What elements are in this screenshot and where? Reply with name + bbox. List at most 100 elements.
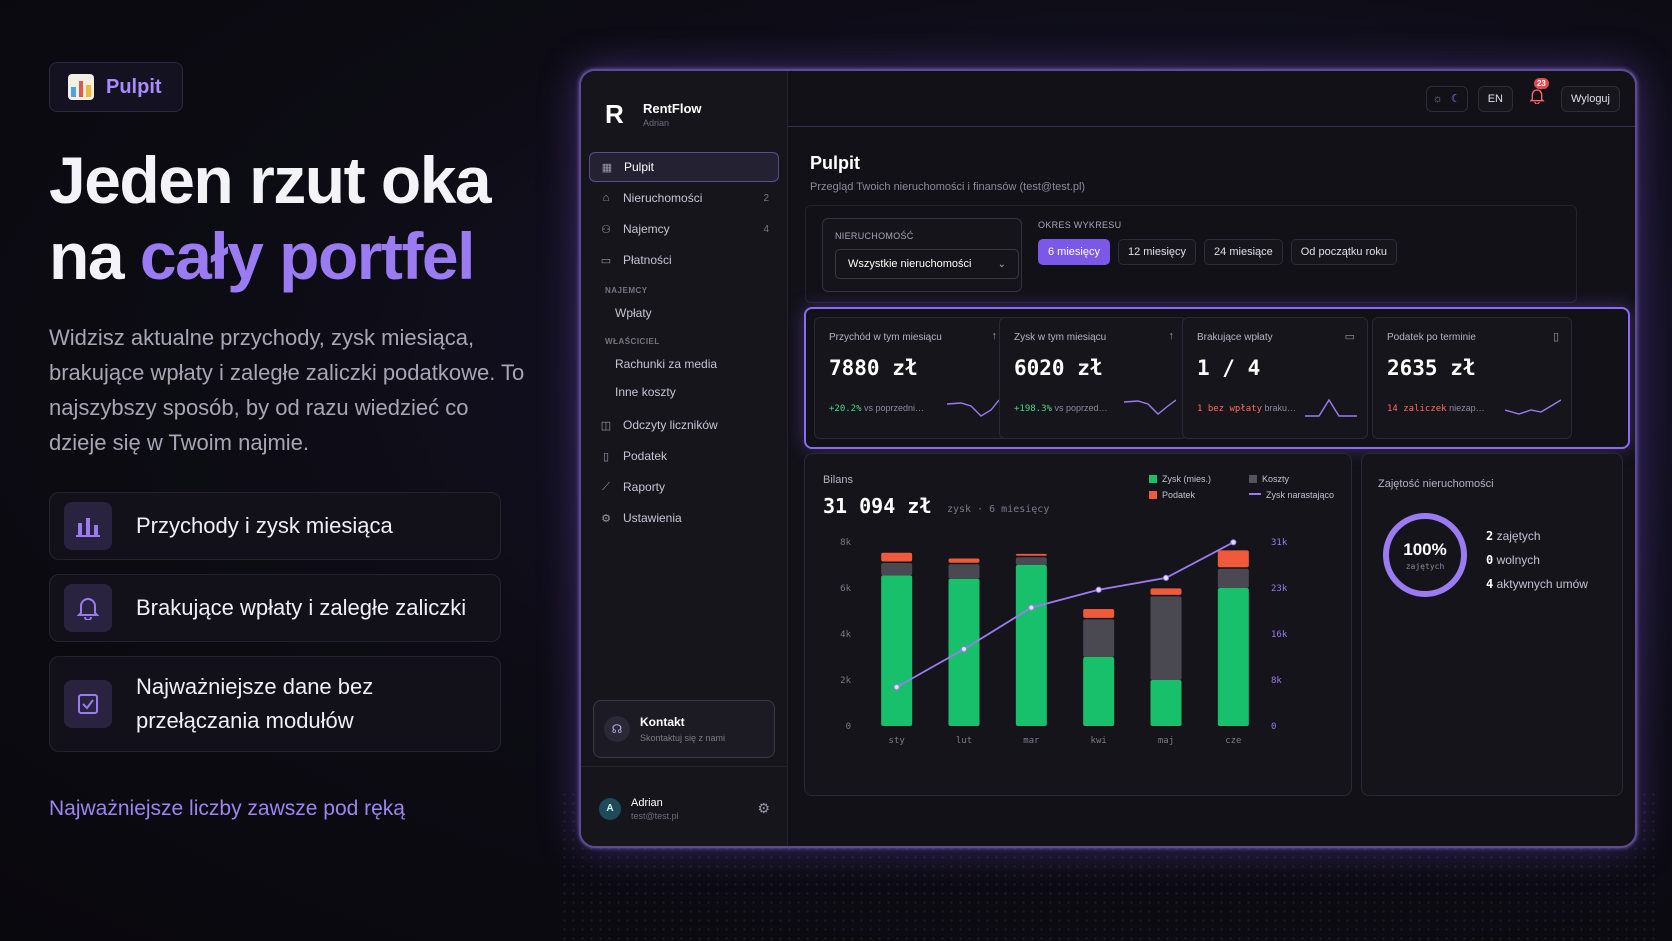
sidebar-item-rachunki[interactable]: Rachunki za media bbox=[615, 357, 718, 371]
kpi-value: 2635 zł bbox=[1387, 356, 1476, 380]
filter-panel bbox=[805, 205, 1577, 303]
kpi-foot-text: braku… bbox=[1264, 403, 1297, 413]
notification-badge: 23 bbox=[1533, 78, 1549, 89]
cumulative-point bbox=[1095, 586, 1102, 593]
cumulative-point bbox=[893, 684, 900, 691]
logout-button[interactable]: Wyloguj bbox=[1560, 85, 1620, 112]
y2-tick-label: 16k bbox=[1271, 630, 1288, 640]
gear-icon: ⚙ bbox=[601, 512, 611, 525]
brand-logo: R bbox=[605, 99, 624, 129]
period-button-ytd[interactable]: Od początku roku bbox=[1290, 239, 1397, 265]
language-button[interactable]: EN bbox=[1477, 85, 1513, 112]
cumulative-line bbox=[896, 541, 1234, 688]
x-tick-label: lut bbox=[956, 736, 972, 746]
notifications-button[interactable]: 23 bbox=[1523, 78, 1551, 109]
occupancy-stat: 2 zajętych bbox=[1486, 524, 1588, 548]
building-icon: ⌂ bbox=[602, 192, 610, 204]
y-tick-label: 8k bbox=[840, 538, 851, 548]
contact-card[interactable]: ☊ Kontakt Skontaktuj się z nami bbox=[593, 700, 775, 758]
receipt-icon: ▯ bbox=[602, 450, 610, 463]
brand-user: Adrian bbox=[643, 118, 670, 128]
feature-card: Najważniejsze dane bez przełączania modu… bbox=[49, 656, 501, 752]
gear-icon[interactable]: ⚙ bbox=[757, 800, 770, 816]
period-filter: OKRES WYKRESU 6 miesięcy 12 miesięcy 24 … bbox=[1038, 220, 1397, 265]
feature-card: Przychody i zysk miesiąca bbox=[49, 492, 501, 560]
balance-sub: zysk · 6 miesięcy bbox=[947, 504, 1050, 515]
occupancy-stat: 4 aktywnych umów bbox=[1486, 572, 1588, 596]
feature-text: Najważniejsze dane bez przełączania modu… bbox=[136, 674, 374, 733]
main-content: Pulpit Przegląd Twoich nieruchomości i f… bbox=[788, 127, 1635, 846]
headline-accent: cały portfel bbox=[139, 219, 476, 293]
period-button-12m[interactable]: 12 miesięcy bbox=[1117, 239, 1197, 265]
moon-icon[interactable]: ☾ bbox=[1450, 93, 1461, 105]
kpi-value: 6020 zł bbox=[1014, 356, 1103, 380]
sidebar-item-wplaty[interactable]: Wpłaty bbox=[615, 306, 652, 320]
card-icon: ▭ bbox=[600, 254, 612, 267]
sidebar-item-pulpit[interactable]: ▦ Pulpit bbox=[589, 152, 779, 182]
kpi-card-profit[interactable]: Zysk w tym miesiącu ↑ 6020 zł +198.3% vs… bbox=[999, 317, 1187, 439]
brand-name: RentFlow bbox=[643, 101, 702, 116]
y2-tick-label: 23k bbox=[1271, 584, 1288, 594]
legend-item-podatek: Podatek bbox=[1149, 490, 1249, 500]
bar-profit bbox=[1150, 680, 1182, 726]
bar-costs bbox=[1217, 568, 1249, 588]
kpi-card-overdue-tax[interactable]: Podatek po terminie ▯ 2635 zł 14 zalicze… bbox=[1372, 317, 1572, 439]
bar-tax bbox=[1015, 553, 1047, 556]
bar-tax bbox=[1150, 588, 1182, 595]
kpi-card-missing-payments[interactable]: Brakujące wpłaty ▭ 1 / 4 1 bez wpłaty br… bbox=[1182, 317, 1368, 439]
nav-section-wlasciciel: WŁAŚCICIEL bbox=[605, 337, 660, 346]
sparkline bbox=[1305, 398, 1357, 417]
bar-tax bbox=[1083, 609, 1115, 618]
occupancy-donut bbox=[1383, 513, 1467, 597]
sidebar-item-inne-koszty[interactable]: Inne koszty bbox=[615, 385, 676, 399]
bar-tax bbox=[1217, 550, 1249, 568]
legend-swatch bbox=[1149, 491, 1157, 499]
sidebar-item-podatek[interactable]: ▯ Podatek bbox=[589, 441, 779, 471]
sidebar-item-raporty[interactable]: ⟋ Raporty bbox=[589, 472, 779, 502]
kpi-foot: 1 bez wpłaty braku… bbox=[1197, 403, 1307, 414]
headset-icon: ☊ bbox=[604, 716, 630, 742]
sidebar-item-najemcy[interactable]: ⚇ Najemcy 4 bbox=[589, 214, 779, 244]
user-profile: A Adrian test@test.pl ⚙ bbox=[581, 766, 788, 846]
line-chart-icon: ⟋ bbox=[602, 480, 610, 493]
kpi-foot: +20.2% vs poprzedni… bbox=[829, 403, 939, 414]
period-button-6m[interactable]: 6 miesięcy bbox=[1038, 239, 1110, 265]
arrow-up-icon: ↑ bbox=[1168, 330, 1175, 342]
kpi-value: 7880 zł bbox=[829, 356, 918, 380]
topbar: ☼ ☾ EN 23 Wyloguj bbox=[788, 71, 1635, 127]
bar-chart-icon bbox=[68, 74, 94, 100]
sidebar-item-nieruchomosci[interactable]: ⌂ Nieruchomości 2 bbox=[589, 183, 779, 213]
sparkline bbox=[1505, 399, 1561, 415]
feature-text: Przychody i zysk miesiąca bbox=[136, 513, 393, 538]
count-badge: 4 bbox=[763, 223, 769, 235]
sidebar-item-ustawienia[interactable]: ⚙ Ustawienia bbox=[589, 503, 779, 533]
cumulative-point bbox=[1028, 604, 1035, 611]
section-pill: Pulpit bbox=[49, 62, 183, 112]
kpi-card-revenue[interactable]: Przychód w tym miesiącu ↑ 7880 zł +20.2%… bbox=[814, 317, 1010, 439]
chevron-down-icon: ⌄ bbox=[997, 258, 1006, 270]
sparkline bbox=[1124, 399, 1176, 415]
theme-toggle[interactable]: ☼ ☾ bbox=[1425, 85, 1468, 112]
sidebar-item-odczyty[interactable]: ◫ Odczyty liczników bbox=[589, 410, 779, 440]
sparkline bbox=[947, 399, 999, 417]
lead-paragraph: Widzisz aktualne przychody, zysk miesiąc… bbox=[49, 325, 525, 455]
sidebar-item-platnosci[interactable]: ▭ Płatności bbox=[589, 245, 779, 275]
property-select[interactable]: Wszystkie nieruchomości ⌄ bbox=[835, 249, 1019, 279]
headline: Jeden rzut oka na cały portfel bbox=[49, 142, 529, 294]
chart-legend: Zysk (mies.) Koszty Podatek Zysk narasta… bbox=[1149, 474, 1349, 500]
sidebar-item-label: Odczyty liczników bbox=[623, 418, 718, 432]
kpi-value: 1 / 4 bbox=[1197, 356, 1261, 380]
grid-icon: ▦ bbox=[601, 161, 613, 174]
bar-tax bbox=[881, 552, 913, 562]
legend-item-zysk: Zysk (mies.) bbox=[1149, 474, 1249, 484]
stat-number: 4 bbox=[1486, 577, 1494, 591]
legend-item-koszty: Koszty bbox=[1249, 474, 1349, 484]
brand[interactable]: R RentFlow Adrian bbox=[605, 99, 702, 130]
y2-tick-label: 0 bbox=[1271, 722, 1276, 732]
period-button-24m[interactable]: 24 miesiące bbox=[1204, 239, 1283, 265]
x-tick-label: kwi bbox=[1091, 736, 1107, 746]
sun-icon[interactable]: ☼ bbox=[1432, 92, 1443, 105]
users-icon: ⚇ bbox=[601, 223, 611, 236]
count-badge: 2 bbox=[763, 192, 769, 204]
bar-profit bbox=[1015, 565, 1047, 726]
